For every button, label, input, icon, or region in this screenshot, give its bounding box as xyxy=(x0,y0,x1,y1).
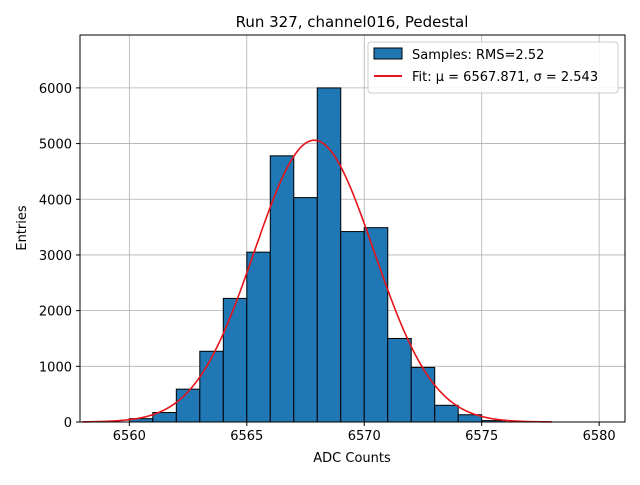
fit-curve xyxy=(82,139,553,423)
y-axis-ticks: 0 1000 2000 3000 4000 5000 6000 xyxy=(39,82,80,431)
x-tick-label: 6580 xyxy=(583,429,616,444)
legend-box xyxy=(367,41,619,94)
x-tick-label: 6575 xyxy=(465,429,498,444)
chart-title: Run 327, channel016, Pedestal xyxy=(236,13,469,31)
x-tick-label: 6565 xyxy=(230,429,263,444)
histogram-bar xyxy=(199,350,224,423)
y-tick-label: 3000 xyxy=(39,249,72,264)
legend: Samples: RMS=2.52 Fit: μ = 6567.871, σ =… xyxy=(367,41,619,94)
histogram-bars xyxy=(128,87,506,423)
y-tick-label: 6000 xyxy=(39,82,72,97)
x-axis-ticks: 6560 6565 6570 6575 6580 xyxy=(113,422,616,444)
y-tick-label: 0 xyxy=(64,416,72,431)
y-axis-label: Entries xyxy=(15,205,30,251)
histogram-bar xyxy=(293,197,318,423)
histogram-bar xyxy=(246,251,271,423)
fit-curve-layer xyxy=(82,139,553,423)
histogram-bar xyxy=(316,87,342,423)
y-tick-label: 2000 xyxy=(39,305,72,320)
histogram-bar xyxy=(434,404,459,423)
x-tick-label: 6570 xyxy=(348,429,381,444)
histogram-bar xyxy=(410,366,436,423)
histogram-bar xyxy=(222,297,248,423)
y-tick-label: 4000 xyxy=(39,193,72,208)
legend-swatch-samples xyxy=(373,47,403,60)
x-axis-label: ADC Counts xyxy=(313,451,391,466)
legend-label-samples: Samples: RMS=2.52 xyxy=(412,48,544,63)
y-tick-label: 5000 xyxy=(39,138,72,153)
histogram-bar xyxy=(387,337,412,423)
legend-label-fit: Fit: μ = 6567.871, σ = 2.543 xyxy=(412,70,598,85)
x-tick-label: 6560 xyxy=(113,429,146,444)
histogram-bar xyxy=(175,388,201,423)
plot-frame xyxy=(79,34,626,423)
histogram-bar xyxy=(340,231,365,423)
y-tick-label: 1000 xyxy=(39,360,72,375)
